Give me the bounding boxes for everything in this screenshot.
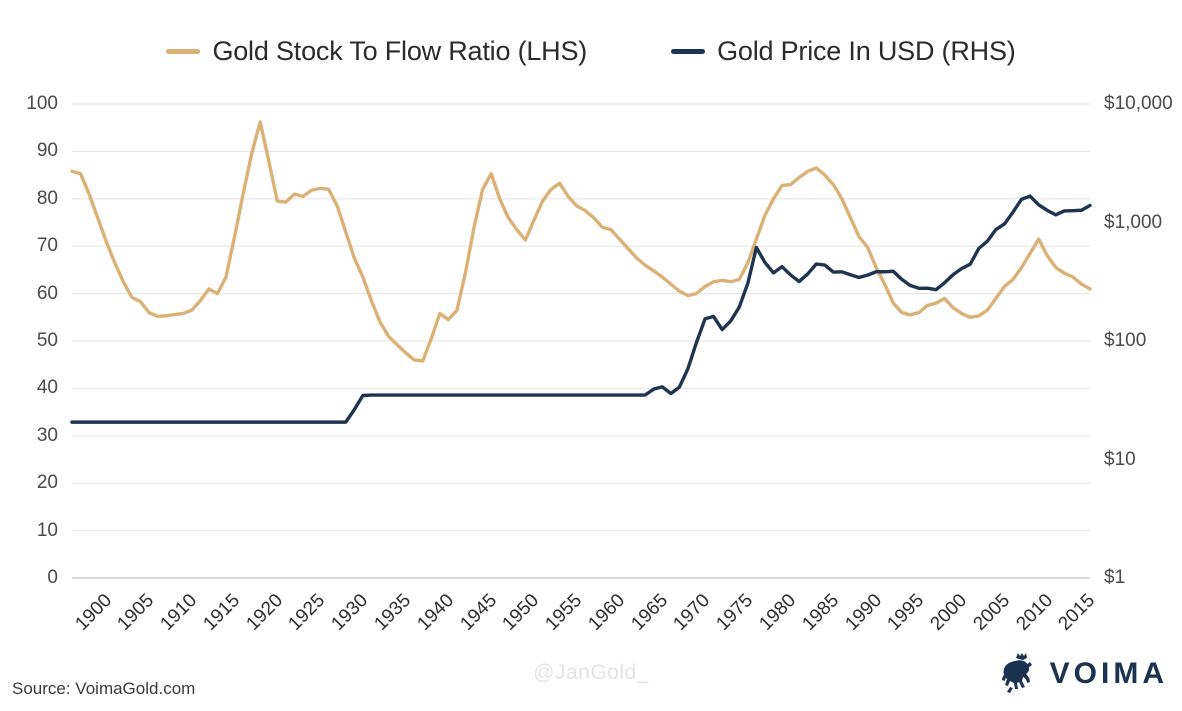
y-axis-left-tick: 20 — [36, 472, 58, 494]
y-axis-left: 0 10 20 30 40 50 60 70 80 90 100 — [0, 0, 58, 711]
y-axis-left-tick: 80 — [36, 187, 58, 209]
y-axis-left-tick: 30 — [36, 424, 58, 446]
legend-item-stock-to-flow[interactable]: Gold Stock To Flow Ratio (LHS) — [166, 36, 587, 67]
y-axis-left-tick: 40 — [36, 377, 58, 399]
brand-name: VOIMA — [1049, 657, 1168, 690]
series-lines — [70, 120, 1092, 424]
gridlines — [72, 103, 1090, 579]
watermark: @JanGold_ — [533, 661, 649, 684]
series-line-stock-to-flow — [70, 120, 1092, 363]
legend-label-gold-price: Gold Price In USD (RHS) — [717, 35, 1016, 66]
y-axis-left-tick: 0 — [47, 567, 58, 588]
y-axis-right-tick: $1 — [1104, 567, 1126, 588]
y-axis-left-tick: 10 — [36, 519, 58, 541]
legend-item-gold-price[interactable]: Gold Price In USD (RHS) — [671, 35, 1016, 67]
legend-line-swatch-icon — [671, 48, 706, 54]
brand-logo: VOIMA — [996, 651, 1168, 697]
voima-lion-emblem-icon — [1001, 653, 1032, 693]
y-axis-right-tick: $10 — [1104, 448, 1136, 470]
y-axis-left-tick: 70 — [36, 235, 58, 257]
y-axis-right-tick: $1,000 — [1104, 211, 1163, 233]
y-axis-left-tick: 50 — [36, 330, 58, 351]
series-line-gold-price — [70, 194, 1092, 424]
y-axis-left-tick: 90 — [36, 140, 58, 162]
chart-legend: Gold Stock To Flow Ratio (LHS) Gold Pric… — [0, 28, 1182, 74]
legend-label-stock-to-flow: Gold Stock To Flow Ratio (LHS) — [212, 35, 588, 66]
y-axis-left-tick: 100 — [26, 93, 58, 114]
y-axis-right-tick: $10,000 — [1104, 93, 1173, 114]
y-axis-left-tick: 60 — [36, 282, 58, 304]
y-axis-right-tick: $100 — [1104, 330, 1147, 351]
legend-line-swatch-icon — [166, 48, 201, 54]
y-axis-right: $1 $10 $100 $1,000 $10,000 — [1104, 0, 1182, 711]
source-note: Source: VoimaGold.com — [12, 679, 196, 698]
